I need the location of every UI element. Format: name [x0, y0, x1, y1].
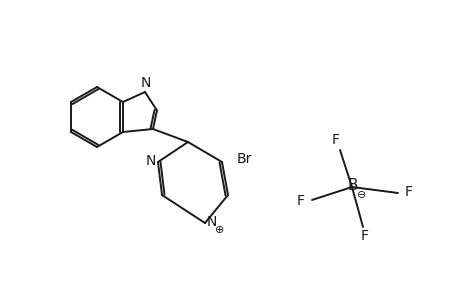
Text: ⊕: ⊕ — [215, 225, 224, 235]
Text: F: F — [360, 229, 368, 243]
Text: Br: Br — [236, 152, 251, 166]
Text: N: N — [207, 215, 217, 229]
Text: N: N — [146, 154, 156, 168]
Text: ⊖: ⊖ — [357, 190, 366, 200]
Text: F: F — [297, 194, 304, 208]
Text: B: B — [347, 178, 358, 194]
Text: F: F — [331, 133, 339, 147]
Text: F: F — [404, 185, 412, 199]
Text: N: N — [140, 76, 151, 90]
